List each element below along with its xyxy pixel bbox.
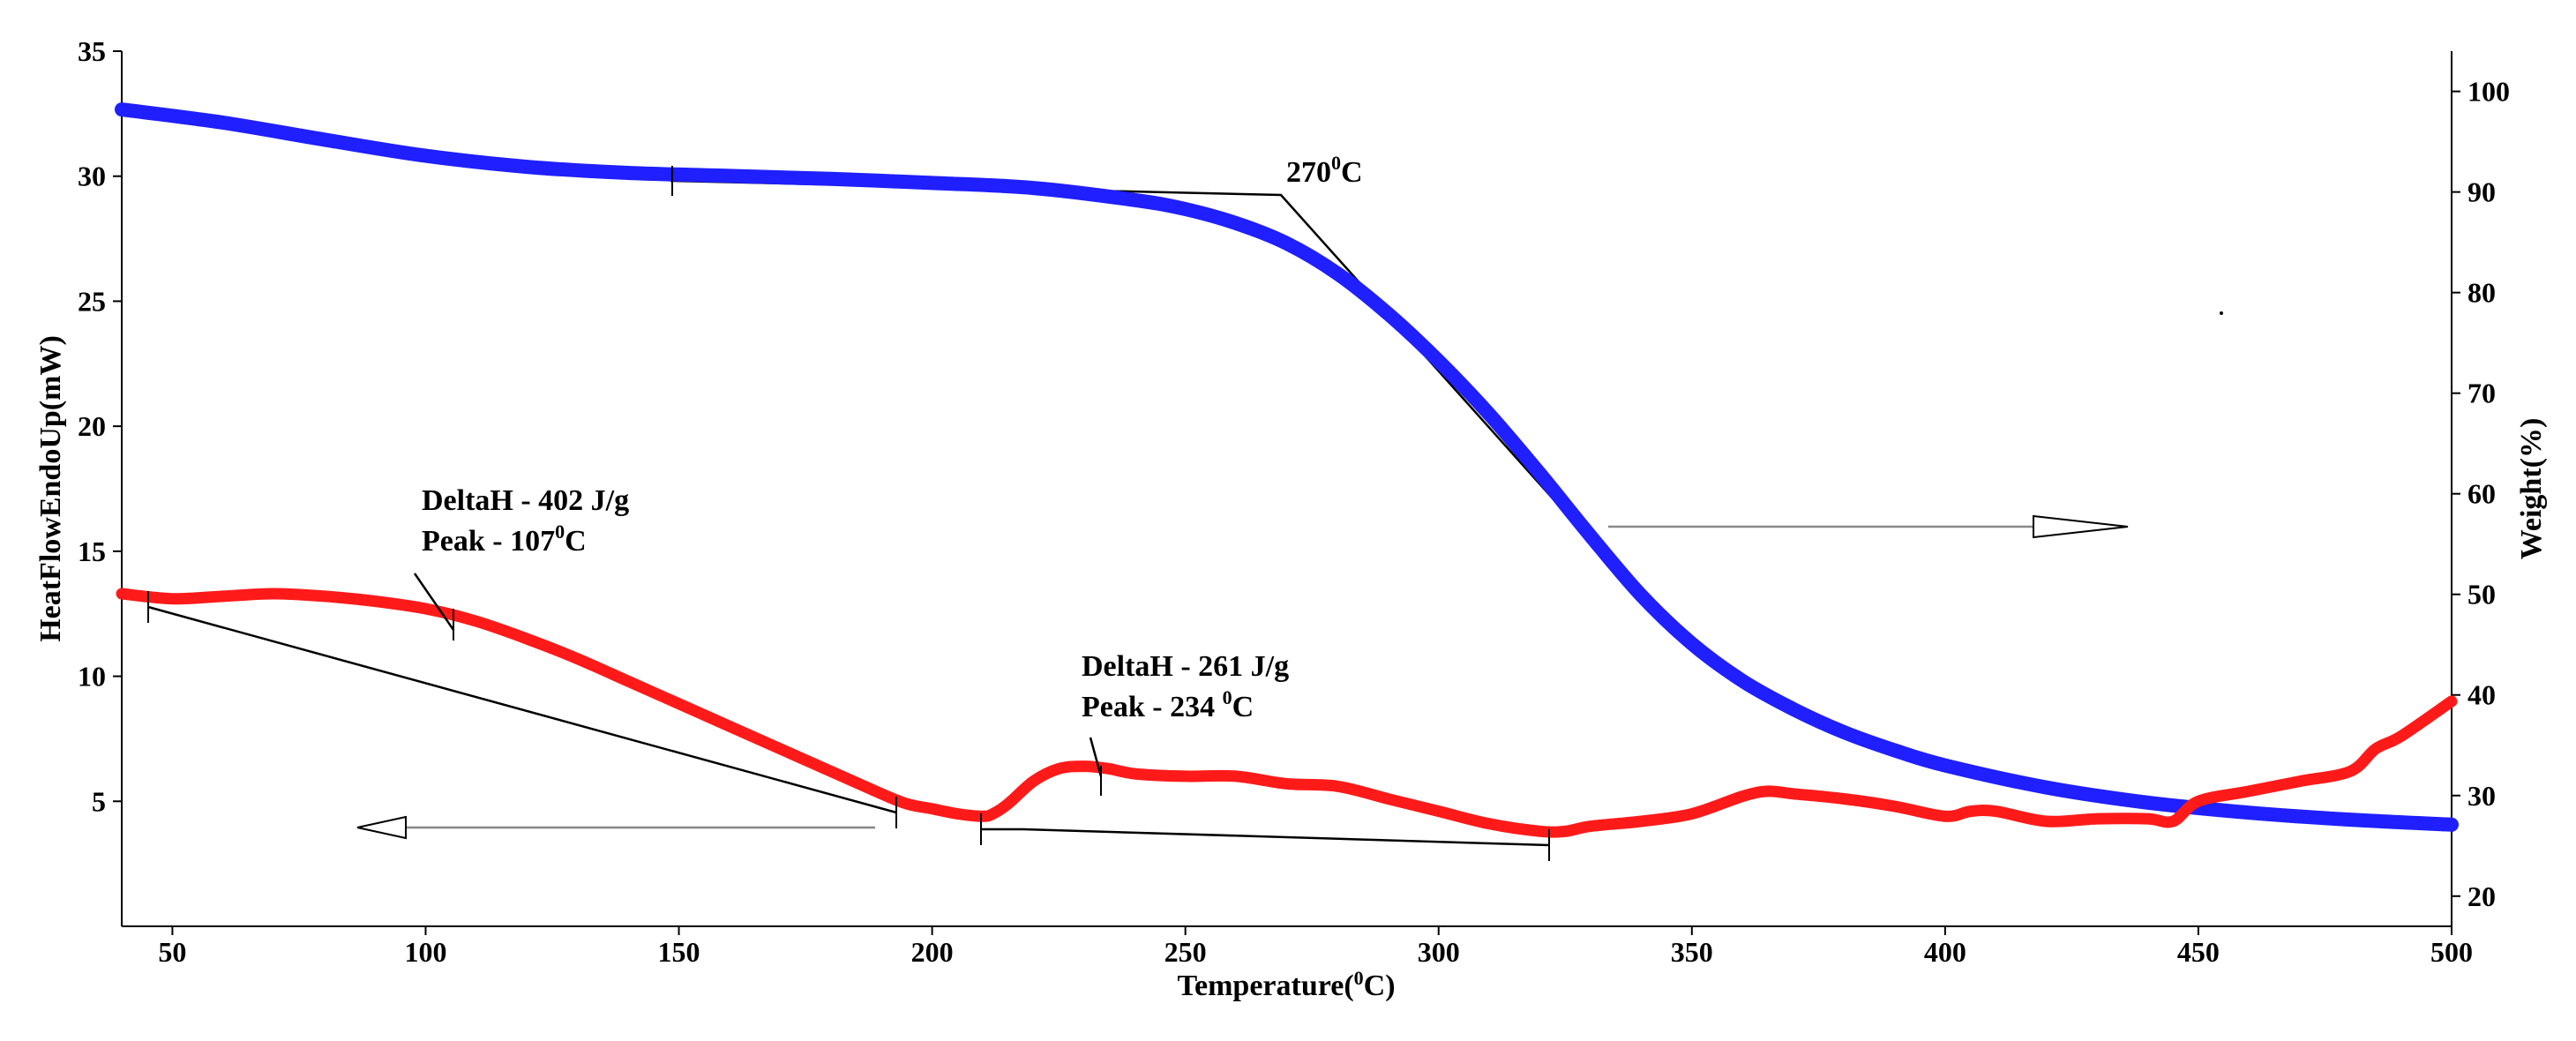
y-right-tick-label-30: 30 xyxy=(2467,780,2496,812)
peak1-baseline xyxy=(147,605,897,814)
x-tick-label-400: 400 xyxy=(1924,936,1966,968)
peak1-leader xyxy=(413,573,455,631)
y-left-tick-label-25: 25 xyxy=(78,285,106,317)
y-right-tick-label-70: 70 xyxy=(2467,378,2496,409)
x-axis-title-suffix: C) xyxy=(1364,970,1396,1002)
y-right-tick-label-80: 80 xyxy=(2467,277,2496,309)
y-left-tick-label-15: 15 xyxy=(78,535,106,567)
y-left-tick-label-30: 30 xyxy=(78,161,106,192)
peak1-deltaH-label: DeltaH - 402 J/g xyxy=(422,484,629,517)
y-left-tick-label-5: 5 xyxy=(92,785,106,817)
x-axis-title: Temperature(0C) xyxy=(1177,967,1395,1002)
onset-270-value: 270 xyxy=(1286,156,1331,189)
peak2-peak-label: Peak - 234 0C xyxy=(1082,686,1254,723)
x-tick-label-350: 350 xyxy=(1671,936,1713,968)
x-tick-label-250: 250 xyxy=(1164,936,1207,968)
y-left-tick-label-35: 35 xyxy=(78,35,106,67)
peak2-peak-value: Peak - 234 xyxy=(1082,691,1223,723)
y-left-tick-label-20: 20 xyxy=(78,410,106,442)
peak2-leader xyxy=(1089,737,1103,777)
peak2-deltaH-label: DeltaH - 261 J/g xyxy=(1082,650,1289,683)
x-tick-label-50: 50 xyxy=(158,936,186,968)
y-left-tick-label-10: 10 xyxy=(78,661,106,693)
peak1-peak-unit: C xyxy=(565,525,587,558)
y-left-ticks: 5 10 15 20 25 30 35 xyxy=(78,35,122,817)
y-left-axis-title: HeatFlowEndoUp(mW) xyxy=(34,335,67,642)
left-axis-arrow xyxy=(356,815,875,840)
x-axis-title-sup: 0 xyxy=(1354,967,1364,989)
y-right-ticks: 20 30 40 50 60 70 80 90 100 xyxy=(2452,76,2510,912)
peak2-peak-sup: 0 xyxy=(1223,686,1232,708)
y-right-tick-label-50: 50 xyxy=(2467,579,2496,610)
onset-270-sup: 0 xyxy=(1331,152,1341,174)
y-right-tick-label-60: 60 xyxy=(2467,478,2496,510)
x-axis-title-prefix: Temperature( xyxy=(1177,970,1353,1002)
y-right-tick-label-90: 90 xyxy=(2467,176,2496,208)
peak1-peak-value: Peak - 107 xyxy=(422,525,555,558)
x-tick-label-300: 300 xyxy=(1418,936,1460,968)
x-tick-label-200: 200 xyxy=(911,936,954,968)
peak1-peak-sup: 0 xyxy=(555,520,565,543)
weight-series-line xyxy=(115,102,2459,832)
heat-flow-series-line xyxy=(116,588,2458,838)
right-axis-arrow xyxy=(1608,514,2129,539)
stray-dot xyxy=(2220,311,2223,315)
peak2-peak-unit: C xyxy=(1232,691,1254,723)
y-right-tick-label-100: 100 xyxy=(2467,76,2510,108)
y-right-tick-label-40: 40 xyxy=(2467,679,2496,711)
x-tick-label-450: 450 xyxy=(2177,936,2220,968)
onset-270-label: 2700C xyxy=(1286,152,1363,189)
x-ticks: 50 100 150 200 250 300 350 400 450 500 xyxy=(158,926,2473,968)
x-tick-label-150: 150 xyxy=(658,936,700,968)
onset-270-unit: C xyxy=(1341,156,1363,189)
y-right-axis-title: Weight(%) xyxy=(2515,418,2548,560)
x-tick-label-500: 500 xyxy=(2430,936,2473,968)
peak2-baseline xyxy=(981,828,1550,847)
peak1-peak-label: Peak - 1070C xyxy=(422,520,587,558)
x-tick-label-100: 100 xyxy=(404,936,446,968)
y-right-tick-label-20: 20 xyxy=(2467,880,2496,912)
